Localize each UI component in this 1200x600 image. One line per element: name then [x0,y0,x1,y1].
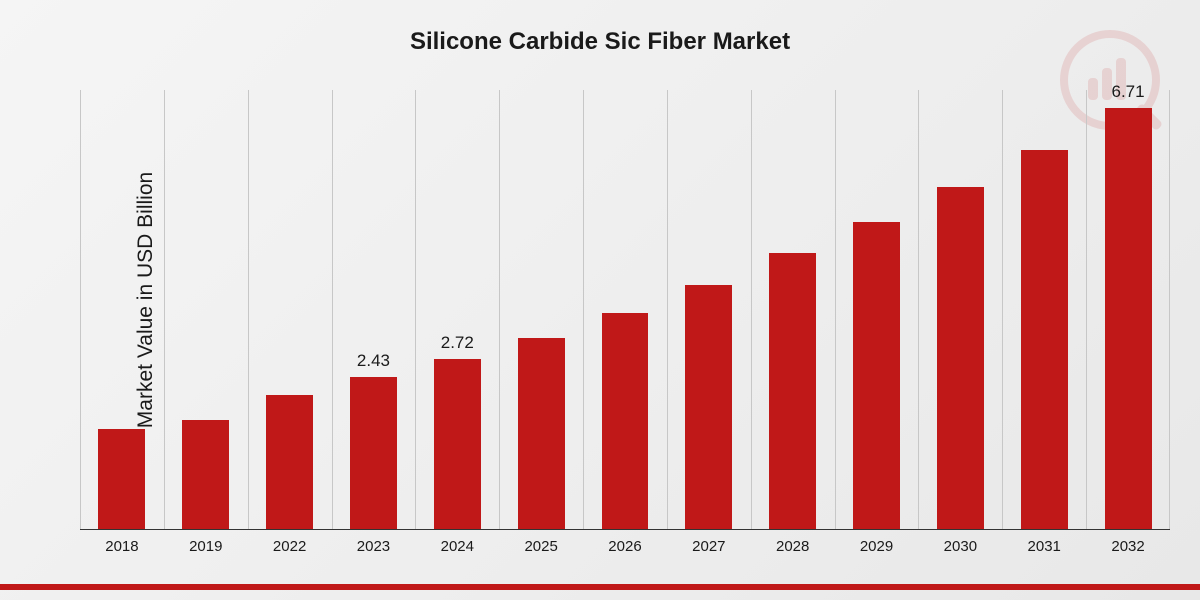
bar-slot: 6.71 [1086,90,1170,530]
x-axis: 2018201920222023202420252026202720282029… [80,530,1170,555]
bar-slot [1002,90,1086,530]
x-axis-category: 2019 [164,530,248,555]
bar-slot [80,90,164,530]
bar [518,338,565,530]
gridline [164,90,165,530]
bar-value-label: 2.72 [441,333,474,353]
x-axis-category: 2026 [583,530,667,555]
x-axis-category: 2031 [1002,530,1086,555]
bar-slot [583,90,667,530]
bar [266,395,313,530]
gridline [80,90,81,530]
bar [182,420,229,530]
bar-slot [164,90,248,530]
bar-slot [835,90,919,530]
bar-value-label: 6.71 [1112,82,1145,102]
x-axis-category: 2032 [1086,530,1170,555]
plot-area: 2.43 2.72 6.71 [80,90,1170,530]
x-axis-category: 2022 [248,530,332,555]
gridline [751,90,752,530]
x-axis-category: 2018 [80,530,164,555]
bar-slot [667,90,751,530]
bar [685,285,732,530]
gridline [918,90,919,530]
bar-slot: 2.43 [332,90,416,530]
bar-value-label: 2.43 [357,351,390,371]
x-axis-category: 2029 [835,530,919,555]
bar: 2.72 [434,359,481,530]
gridline [835,90,836,530]
x-axis-category: 2023 [332,530,416,555]
gridline [1169,90,1170,530]
x-axis-category: 2024 [415,530,499,555]
bar [1021,150,1068,530]
gridline [332,90,333,530]
bar-slot [918,90,1002,530]
bar [602,313,649,530]
bar-slot [751,90,835,530]
gridline [499,90,500,530]
bar [937,187,984,530]
bar-slot [499,90,583,530]
gridline [1086,90,1087,530]
x-axis-category: 2027 [667,530,751,555]
gridline [415,90,416,530]
x-axis-category: 2028 [751,530,835,555]
bar: 6.71 [1105,108,1152,530]
gridline [248,90,249,530]
gridline [667,90,668,530]
x-axis-category: 2025 [499,530,583,555]
bottom-accent-band [0,584,1200,590]
gridline [1002,90,1003,530]
bar: 2.43 [350,377,397,530]
bar-slot: 2.72 [415,90,499,530]
bar [98,429,145,530]
chart-title: Silicone Carbide Sic Fiber Market [0,28,1200,56]
x-axis-category: 2030 [918,530,1002,555]
gridline [583,90,584,530]
bar-slot [248,90,332,530]
bar [853,222,900,530]
bar [769,253,816,530]
